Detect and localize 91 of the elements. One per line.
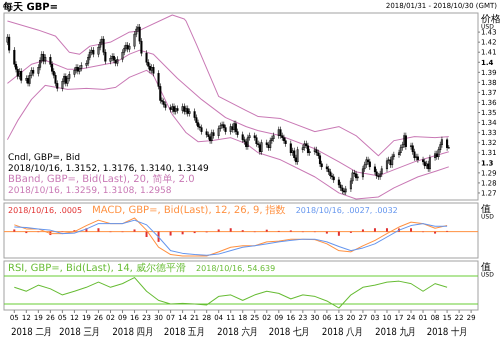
candlestick xyxy=(362,166,364,180)
candlestick xyxy=(391,153,394,168)
candlestick xyxy=(73,66,76,78)
candlestick xyxy=(121,48,124,63)
candlestick xyxy=(332,174,335,184)
candlestick xyxy=(16,66,19,80)
candlestick xyxy=(428,154,431,172)
candlestick xyxy=(183,103,186,115)
text: MACD, GBP=, Bid(Last), 12, 26, 9, 指数 xyxy=(92,204,286,216)
candlestick xyxy=(75,64,78,74)
candlestick xyxy=(279,126,282,139)
candlestick xyxy=(368,158,371,170)
candlestick xyxy=(380,166,383,178)
candlestick xyxy=(20,68,22,84)
candlestick xyxy=(282,134,285,144)
candlestick xyxy=(80,62,82,72)
x2-tick-label: 2018 六月 xyxy=(217,326,258,338)
candlestick xyxy=(76,64,79,75)
candlestick xyxy=(341,184,344,194)
candlestick xyxy=(224,124,227,135)
candlestick xyxy=(218,125,220,139)
candlestick xyxy=(188,108,191,117)
candlestick xyxy=(342,188,346,196)
candlestick xyxy=(318,152,322,168)
line-series xyxy=(6,70,450,200)
text: 2018/10/16, .0005 xyxy=(8,206,82,215)
candlestick xyxy=(278,126,280,139)
candlestick xyxy=(328,166,330,176)
candlestick xyxy=(210,129,213,144)
candlestick xyxy=(296,146,299,166)
chart-title: 每天 GBP= xyxy=(2,1,58,13)
candlestick xyxy=(344,186,347,196)
candlestick xyxy=(260,139,263,156)
annotation: BBand, GBP=, Bid(Last), 20, 简单, 2.0 xyxy=(8,173,195,185)
candlestick xyxy=(206,128,208,138)
candlestick xyxy=(109,54,112,65)
candlestick xyxy=(246,134,249,150)
candlestick xyxy=(182,103,184,114)
candlestick xyxy=(374,164,376,176)
text: 2018/10/16, 54.639 xyxy=(196,264,276,273)
annotation: Cndl, GBP=, Bid xyxy=(8,153,80,163)
candlestick xyxy=(186,105,189,117)
candlestick xyxy=(8,34,10,54)
x2-tick-label: 2018 八月 xyxy=(322,326,363,338)
candlestick xyxy=(403,132,406,148)
candlestick xyxy=(293,147,296,162)
candlestick xyxy=(230,123,232,135)
candlestick xyxy=(174,105,177,115)
x2-tick-label: 2018 十月 xyxy=(426,326,468,338)
candlestick xyxy=(176,105,179,114)
candlestick xyxy=(124,42,127,52)
candlestick xyxy=(269,137,272,152)
candlestick xyxy=(164,101,166,111)
candlestick xyxy=(272,132,275,142)
candlestick xyxy=(338,176,340,188)
candlestick xyxy=(18,68,21,80)
candlestick xyxy=(440,136,443,148)
candlestick xyxy=(290,140,292,156)
annotation: 2018/10/16, 1.3259, 1.3108, 1.2958 xyxy=(8,186,172,196)
candlestick xyxy=(128,42,130,53)
candlestick xyxy=(150,64,153,74)
candlestick xyxy=(78,64,81,75)
candlestick xyxy=(184,105,188,115)
x2-tick-label: 2018 九月 xyxy=(375,326,416,338)
x2-tick-label: 2018 二月 xyxy=(11,326,52,338)
candlestick xyxy=(152,64,154,77)
candlestick xyxy=(404,132,407,150)
candlestick xyxy=(329,168,332,180)
candlestick xyxy=(422,156,424,166)
candlestick xyxy=(145,50,148,66)
text: 2018/10/16, .0027, .0032 xyxy=(296,206,398,215)
candlestick xyxy=(32,66,34,77)
annotation: 2018/10/16, 1.3152, 1.3176, 1.3140, 1.3149 xyxy=(8,164,209,174)
candlestick xyxy=(66,75,69,87)
candlestick xyxy=(64,73,67,87)
candlestick xyxy=(44,54,46,65)
candlestick xyxy=(436,150,438,160)
x2-tick-label: 2018 四月 xyxy=(112,326,154,338)
candlestick xyxy=(330,172,334,180)
candlestick xyxy=(242,131,244,143)
candlestick xyxy=(116,56,118,67)
candlestick xyxy=(234,120,237,135)
candlestick xyxy=(284,137,287,148)
text: RSI, GBP=, Bid(Last), 14, 威尔德平滑 xyxy=(8,262,186,274)
candlestick xyxy=(400,144,402,156)
x2-tick-label: 2018 七月 xyxy=(268,326,310,338)
candlestick xyxy=(424,158,426,170)
candlestick xyxy=(434,150,436,162)
candlestick xyxy=(233,120,236,133)
x2-tick-label: 2018 五月 xyxy=(164,326,205,338)
x2-tick-label: 2018 三月 xyxy=(59,326,100,338)
